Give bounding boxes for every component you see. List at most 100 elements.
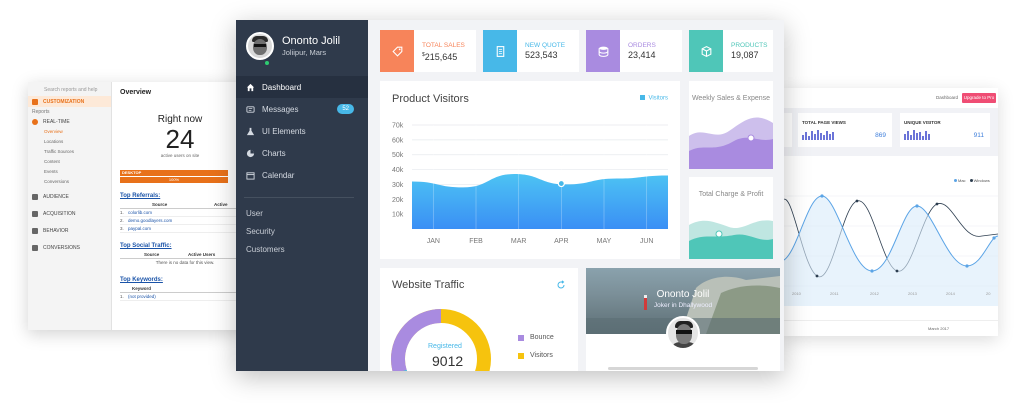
sidebar-item-customization[interactable]: CUSTOMIZATION bbox=[28, 96, 111, 107]
sidebar-item-security[interactable]: Security bbox=[246, 227, 275, 236]
profile-card: Ononto Jolil Joker in Dhallywood bbox=[586, 268, 780, 371]
avatar[interactable] bbox=[246, 32, 274, 60]
database-icon bbox=[586, 30, 620, 72]
sidebar-item-audience[interactable]: AUDIENCE bbox=[28, 191, 111, 202]
y-tick-label: 40k bbox=[392, 167, 404, 174]
grid-icon bbox=[32, 98, 38, 105]
x-tick-label: MAY bbox=[597, 238, 612, 245]
stat-card-orders[interactable]: ORDERS 23,414 bbox=[586, 30, 682, 72]
mac-series-area bbox=[782, 196, 998, 306]
product-visitors-card: Product Visitors Visitors 70k 60k 50k 40k 30… bbox=[380, 81, 680, 259]
top-social-heading[interactable]: Top Social Traffic: bbox=[120, 243, 172, 249]
x-tick-label: 2013 bbox=[908, 291, 918, 296]
realtime-events-link[interactable]: Events bbox=[44, 169, 58, 174]
active-users-count: 24 bbox=[165, 124, 195, 154]
table-row: 3. paypal.com bbox=[120, 225, 250, 233]
sidebar-item-customers[interactable]: Customers bbox=[246, 245, 285, 254]
realtime-conversions-link[interactable]: Conversions bbox=[44, 179, 70, 184]
social-empty-message: There is no data for this view. bbox=[155, 260, 215, 265]
total-charge-title: Total Charge & Profit bbox=[698, 191, 764, 198]
sidebar-item-charts[interactable]: Charts bbox=[236, 142, 368, 164]
keyword-link[interactable]: (not provided) bbox=[128, 294, 156, 299]
highlight-point[interactable] bbox=[557, 179, 565, 188]
analytics-sidebar: Search reports and help CUSTOMIZATION Re… bbox=[28, 82, 112, 330]
active-users-caption: active users on site bbox=[160, 153, 200, 158]
messages-count-badge: 52 bbox=[337, 104, 354, 114]
x-tick-label: 2014 bbox=[946, 291, 956, 296]
sidebar-item-behavior[interactable]: BEHAVIOR bbox=[28, 225, 111, 236]
referral-link[interactable]: paypal.com bbox=[128, 226, 152, 231]
top-keywords-heading[interactable]: Top Keywords: bbox=[120, 277, 163, 283]
device-label: DESKTOP bbox=[120, 170, 228, 176]
sidebar-item-calendar[interactable]: Calendar bbox=[236, 164, 368, 186]
behavior-icon bbox=[32, 227, 38, 234]
stat-card-new-quote[interactable]: NEW QUOTE 523,543 bbox=[483, 30, 579, 72]
home-icon bbox=[246, 83, 255, 92]
sidebar-item-messages[interactable]: Messages 52 bbox=[236, 98, 368, 120]
y-tick-label: 70k bbox=[392, 123, 404, 130]
upgrade-button[interactable]: Upgrade to Pro bbox=[962, 93, 996, 103]
sidebar-item-ui-elements[interactable]: UI Elements bbox=[236, 120, 368, 142]
profile-name: Ononto Jolil bbox=[282, 34, 341, 47]
stat-card-unique-visitor: UNIQUE VISITOR 911 bbox=[900, 113, 990, 147]
x-tick-label: JAN bbox=[427, 238, 440, 245]
dashboard-breadcrumb[interactable]: Dashboard bbox=[936, 95, 959, 100]
sidebar-item-dashboard[interactable]: Dashboard bbox=[236, 76, 368, 98]
page-title: Overview bbox=[120, 89, 152, 96]
analytics-panel: Search reports and help CUSTOMIZATION Re… bbox=[28, 82, 250, 330]
product-visitors-chart: 70k 60k 50k 40k 30k 20k 10k JAN FEB MAR APR MAY JUN bbox=[392, 123, 668, 245]
refresh-icon[interactable] bbox=[556, 280, 566, 290]
sidebar-item-realtime[interactable]: REAL-TIME bbox=[28, 116, 111, 127]
stat-card-products[interactable]: PRODUCTS 19,087 bbox=[689, 30, 773, 72]
report-search-input[interactable]: Search reports and help bbox=[44, 87, 98, 93]
person-icon bbox=[32, 193, 38, 200]
right-now-label: Right now bbox=[157, 114, 203, 125]
profile-card-avatar[interactable] bbox=[666, 316, 700, 350]
y-tick-label: 10k bbox=[392, 212, 404, 219]
total-charge-card: Total Charge & Profit bbox=[689, 177, 773, 259]
keywords-table-header: Keyword bbox=[120, 285, 250, 293]
sidebar-secondary-nav: User Security Customers bbox=[246, 205, 285, 259]
traffic-donut-chart bbox=[391, 309, 491, 371]
user-profile[interactable]: Ononto Jolil Joliipur, Mars bbox=[246, 32, 340, 60]
cube-icon bbox=[689, 30, 723, 72]
top-referrals-heading[interactable]: Top Referrals: bbox=[120, 193, 161, 199]
flask-icon bbox=[246, 127, 255, 136]
realtime-content-link[interactable]: Content bbox=[44, 159, 60, 164]
x-tick-label: 20 bbox=[986, 291, 991, 296]
stat-card-total-sales[interactable]: TOTAL SALES $215,645 bbox=[380, 30, 476, 72]
table-row: 1. (not provided) bbox=[120, 293, 250, 301]
donut-center-value: 9012 bbox=[432, 353, 464, 369]
mac-windows-line-chart: 2010 2011 2012 2013 2014 20 bbox=[782, 156, 998, 326]
weekly-sales-chart bbox=[689, 117, 773, 169]
table-row: 1. colorlib.com bbox=[120, 209, 250, 217]
referral-link[interactable]: demo.goodlayers.com bbox=[128, 218, 173, 223]
social-table-header: Source Active Users bbox=[120, 251, 250, 259]
realtime-overview-link[interactable]: Overview bbox=[44, 129, 63, 134]
sidebar-item-acquisition[interactable]: ACQUISITION bbox=[28, 208, 111, 219]
weekly-sales-title: Weekly Sales & Expense bbox=[691, 95, 771, 102]
line-chart-legend: Mac Windows bbox=[954, 178, 990, 183]
cover-image bbox=[586, 268, 780, 334]
secondary-topbar: Dashboard Upgrade to Pro bbox=[782, 88, 998, 108]
realtime-traffic-link[interactable]: Traffic Sources bbox=[44, 149, 75, 154]
product-visitors-title: Product Visitors bbox=[392, 93, 469, 105]
x-tick-label: 2010 bbox=[792, 291, 802, 296]
y-tick-label: 60k bbox=[392, 137, 404, 144]
x-tick-label: FEB bbox=[469, 238, 483, 245]
secondary-dashboard-panel: Dashboard Upgrade to Pro TOTAL PAGE VIEW… bbox=[782, 88, 998, 336]
website-traffic-card: Website Traffic Registered 9012 Bounce V… bbox=[380, 268, 578, 371]
calendar-icon bbox=[246, 171, 255, 180]
sidebar-item-conversions[interactable]: CONVERSIONS bbox=[28, 242, 111, 253]
x-tick-label: 2011 bbox=[830, 291, 839, 296]
referral-link[interactable]: colorlib.com bbox=[128, 210, 153, 215]
x-tick-label: JUN bbox=[640, 238, 654, 245]
main-dashboard-window: Ononto Jolil Joliipur, Mars Dashboard Me… bbox=[236, 20, 784, 371]
website-traffic-title: Website Traffic bbox=[392, 279, 465, 291]
realtime-locations-link[interactable]: Locations bbox=[44, 139, 64, 144]
y-tick-label: 20k bbox=[392, 197, 404, 204]
tag-icon bbox=[380, 30, 414, 72]
sidebar-nav: Dashboard Messages 52 UI Elements Charts… bbox=[236, 76, 368, 186]
y-tick-label: 30k bbox=[392, 182, 404, 189]
sidebar-item-user[interactable]: User bbox=[246, 209, 263, 218]
